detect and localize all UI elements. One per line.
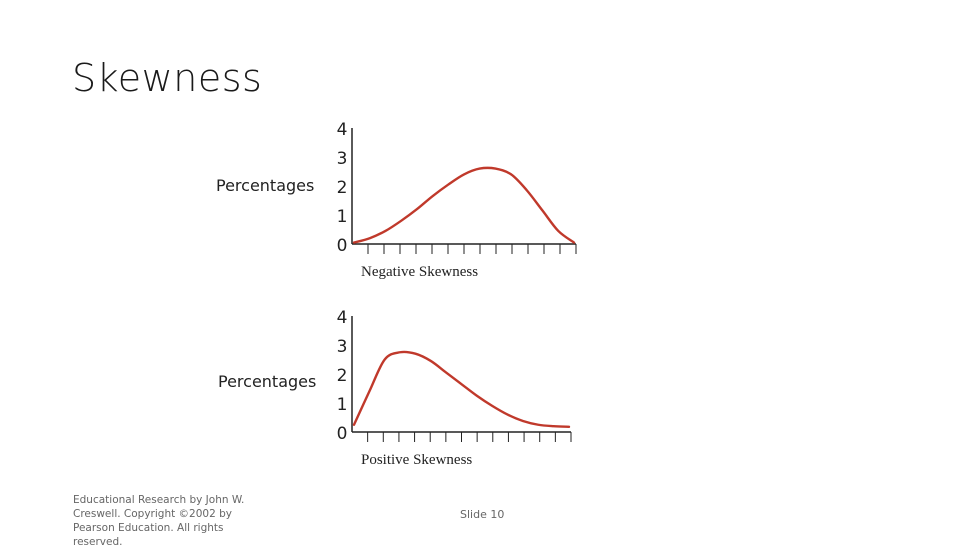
y-tick-label-negative: 2 — [337, 178, 348, 198]
y-tick-label-positive: 1 — [337, 395, 348, 415]
y-axis-label-negative: Percentages — [216, 176, 315, 195]
curve-negative — [352, 166, 576, 244]
y-tick-label-negative: 3 — [337, 149, 348, 169]
x-axis-label-negative: Negative Skewness — [361, 264, 478, 280]
y-tick-label-positive: 0 — [337, 424, 348, 444]
curve-positive — [352, 350, 571, 428]
y-tick-label-negative: 0 — [337, 236, 348, 256]
y-tick-label-positive: 2 — [337, 366, 348, 386]
y-tick-label-negative: 4 — [337, 120, 348, 140]
y-tick-label-positive: 3 — [337, 337, 348, 357]
x-axis-label-positive: Positive Skewness — [361, 452, 472, 468]
y-tick-label-negative: 1 — [337, 207, 348, 227]
footer-copyright: Educational Research by John W. Creswell… — [73, 494, 245, 548]
slide-title: Skewness — [72, 56, 263, 100]
slide-number: Slide 10 — [460, 508, 505, 521]
y-axis-label-positive: Percentages — [218, 372, 317, 391]
y-tick-label-positive: 4 — [337, 308, 348, 328]
